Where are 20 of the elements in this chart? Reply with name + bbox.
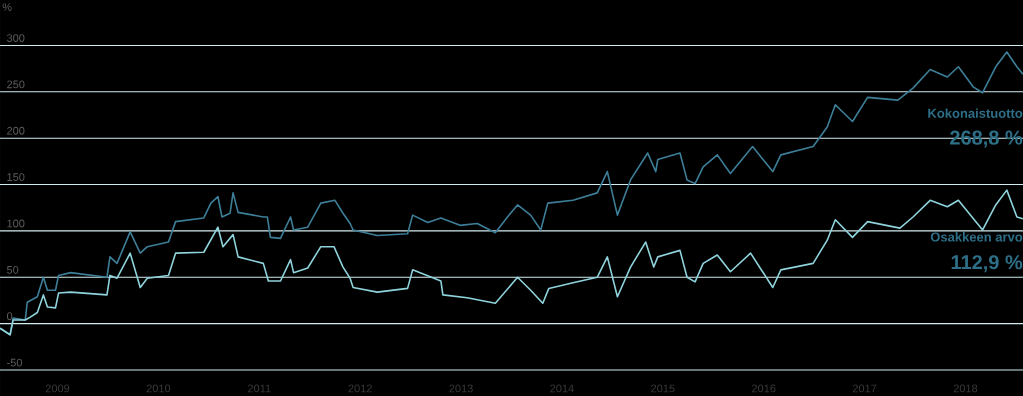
y-tick-label: 300 (6, 34, 25, 42)
x-tick-label: 2015 (651, 384, 675, 393)
x-tick-label: 2011 (248, 384, 271, 393)
x-tick-label: 2010 (146, 384, 171, 393)
series-label: Osakkeen arvo (930, 232, 1023, 242)
y-tick-label: 200 (7, 126, 25, 135)
y-tick-label: 0 (6, 312, 13, 321)
annotation: 112,9 % (951, 255, 1023, 273)
y-tick-label: -50 (7, 358, 23, 367)
x-tick-label: 2016 (752, 384, 776, 393)
y-axis-title: % (2, 3, 12, 11)
y-tick-label: 150 (7, 173, 25, 182)
x-tick-label: 2012 (348, 384, 372, 393)
x-tick-label: 2017 (852, 384, 877, 393)
y-tick-label: 50 (6, 265, 19, 274)
y-tick-label: 100 (7, 219, 25, 228)
series-label: Kokonaistuotto (928, 108, 1023, 118)
y-tick-label: 250 (7, 80, 25, 89)
x-tick-label: 2018 (953, 384, 978, 393)
x-tick-label: 2009 (45, 384, 70, 393)
